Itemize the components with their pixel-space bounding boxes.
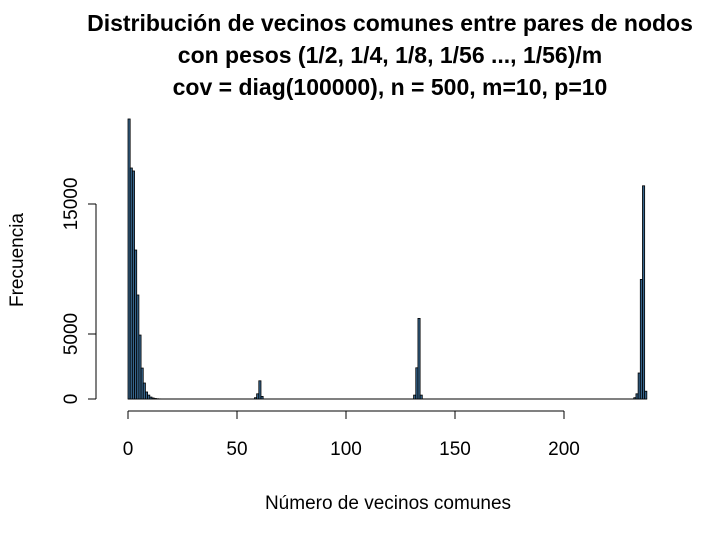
bar xyxy=(642,185,646,400)
chart-title: cov = diag(100000), n = 500, m=10, p=10 xyxy=(173,74,608,100)
bar xyxy=(258,380,262,400)
bar xyxy=(260,395,264,400)
x-axis-label: Número de vecinos comunes xyxy=(265,493,511,514)
bar xyxy=(419,394,423,400)
x-tick-label: 100 xyxy=(330,439,362,460)
bar xyxy=(142,382,146,400)
bar xyxy=(138,334,142,400)
y-axis-label: Frecuencia xyxy=(7,213,28,307)
y-tick-label: 5000 xyxy=(61,313,82,355)
chart-title: Distribución de vecinos comunes entre pa… xyxy=(87,10,693,36)
y-tick-label: 0 xyxy=(61,394,82,405)
x-tick-label: 150 xyxy=(439,439,471,460)
bar xyxy=(417,317,421,400)
y-tick-label: 15000 xyxy=(61,178,82,231)
bar xyxy=(644,390,648,400)
x-tick-label: 200 xyxy=(548,439,580,460)
x-tick-label: 0 xyxy=(123,439,134,460)
x-tick-label: 50 xyxy=(226,439,247,460)
chart-title: con pesos (1/2, 1/4, 1/8, 1/56 ..., 1/56… xyxy=(178,42,602,68)
